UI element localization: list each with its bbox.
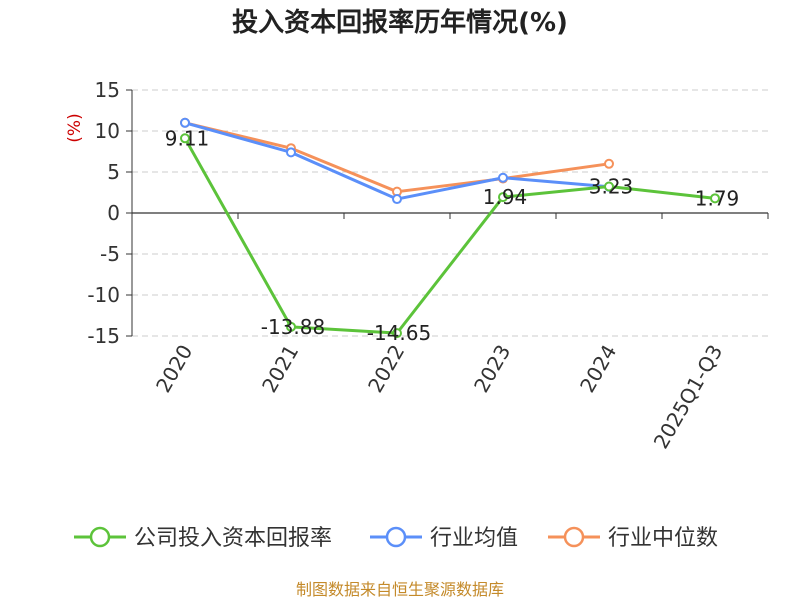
x-tick-label: 2025Q1-Q3 [649, 341, 728, 453]
data-point [392, 194, 402, 205]
data-point [710, 193, 720, 204]
series-line [183, 137, 716, 335]
data-point [286, 321, 296, 332]
legend[interactable]: 公司投入资本回报率 行业均值 行业中位数 [74, 526, 718, 551]
y-tick-label: 10 [95, 119, 120, 143]
data-label: 1.79 [695, 186, 740, 210]
data-source-note: 制图数据来自恒生聚源数据库 [296, 580, 504, 599]
data-label: 1.94 [483, 185, 528, 209]
grid-lines [132, 89, 768, 337]
data-point [604, 181, 614, 192]
legend-marker-icon [385, 526, 407, 548]
data-point [392, 328, 402, 339]
data-label: -13.88 [261, 315, 325, 339]
legend-item[interactable]: 公司投入资本回报率 [74, 526, 332, 551]
y-tick-label: 5 [107, 160, 120, 184]
y-tick-label: -5 [100, 242, 120, 266]
x-axis-ticks: 2020 2021 2022 2023 2024 2025Q1-Q3 [131, 213, 769, 453]
data-point [498, 172, 508, 183]
x-tick-label: 2021 [257, 341, 303, 397]
data-label: 9.11 [165, 126, 210, 150]
legend-marker-icon [563, 526, 585, 548]
x-tick-label: 2022 [363, 341, 409, 397]
y-tick-label: 15 [95, 78, 120, 102]
data-point [180, 117, 190, 128]
y-tick-label: -15 [87, 324, 120, 348]
legend-label: 行业均值 [430, 526, 518, 551]
data-label: -14.65 [367, 321, 431, 345]
x-tick-label: 2024 [575, 341, 621, 397]
data-point [498, 192, 508, 203]
y-tick-label: -10 [87, 283, 120, 307]
x-tick-label: 2020 [151, 341, 197, 397]
x-tick-label: 2023 [469, 341, 515, 397]
data-point [286, 147, 296, 158]
data-point [604, 158, 614, 169]
series-lines [180, 117, 720, 339]
data-labels: 9.11 -13.88 -14.65 1.94 3.23 1.79 [165, 126, 740, 345]
legend-item[interactable]: 行业均值 [370, 526, 518, 551]
y-tick-label: 0 [107, 201, 120, 225]
chart-title: 投入资本回报率历年情况(%) [232, 7, 568, 38]
data-point [180, 133, 190, 144]
legend-label: 行业中位数 [608, 526, 718, 551]
legend-label: 公司投入资本回报率 [134, 526, 332, 551]
data-label: 3.23 [589, 175, 634, 199]
y-axis-ticks: 15 10 5 0 -5 -10 -15 [87, 78, 132, 348]
y-axis-unit-label: (%) [65, 113, 85, 142]
legend-marker-icon [89, 526, 111, 548]
legend-item[interactable]: 行业中位数 [548, 526, 718, 551]
